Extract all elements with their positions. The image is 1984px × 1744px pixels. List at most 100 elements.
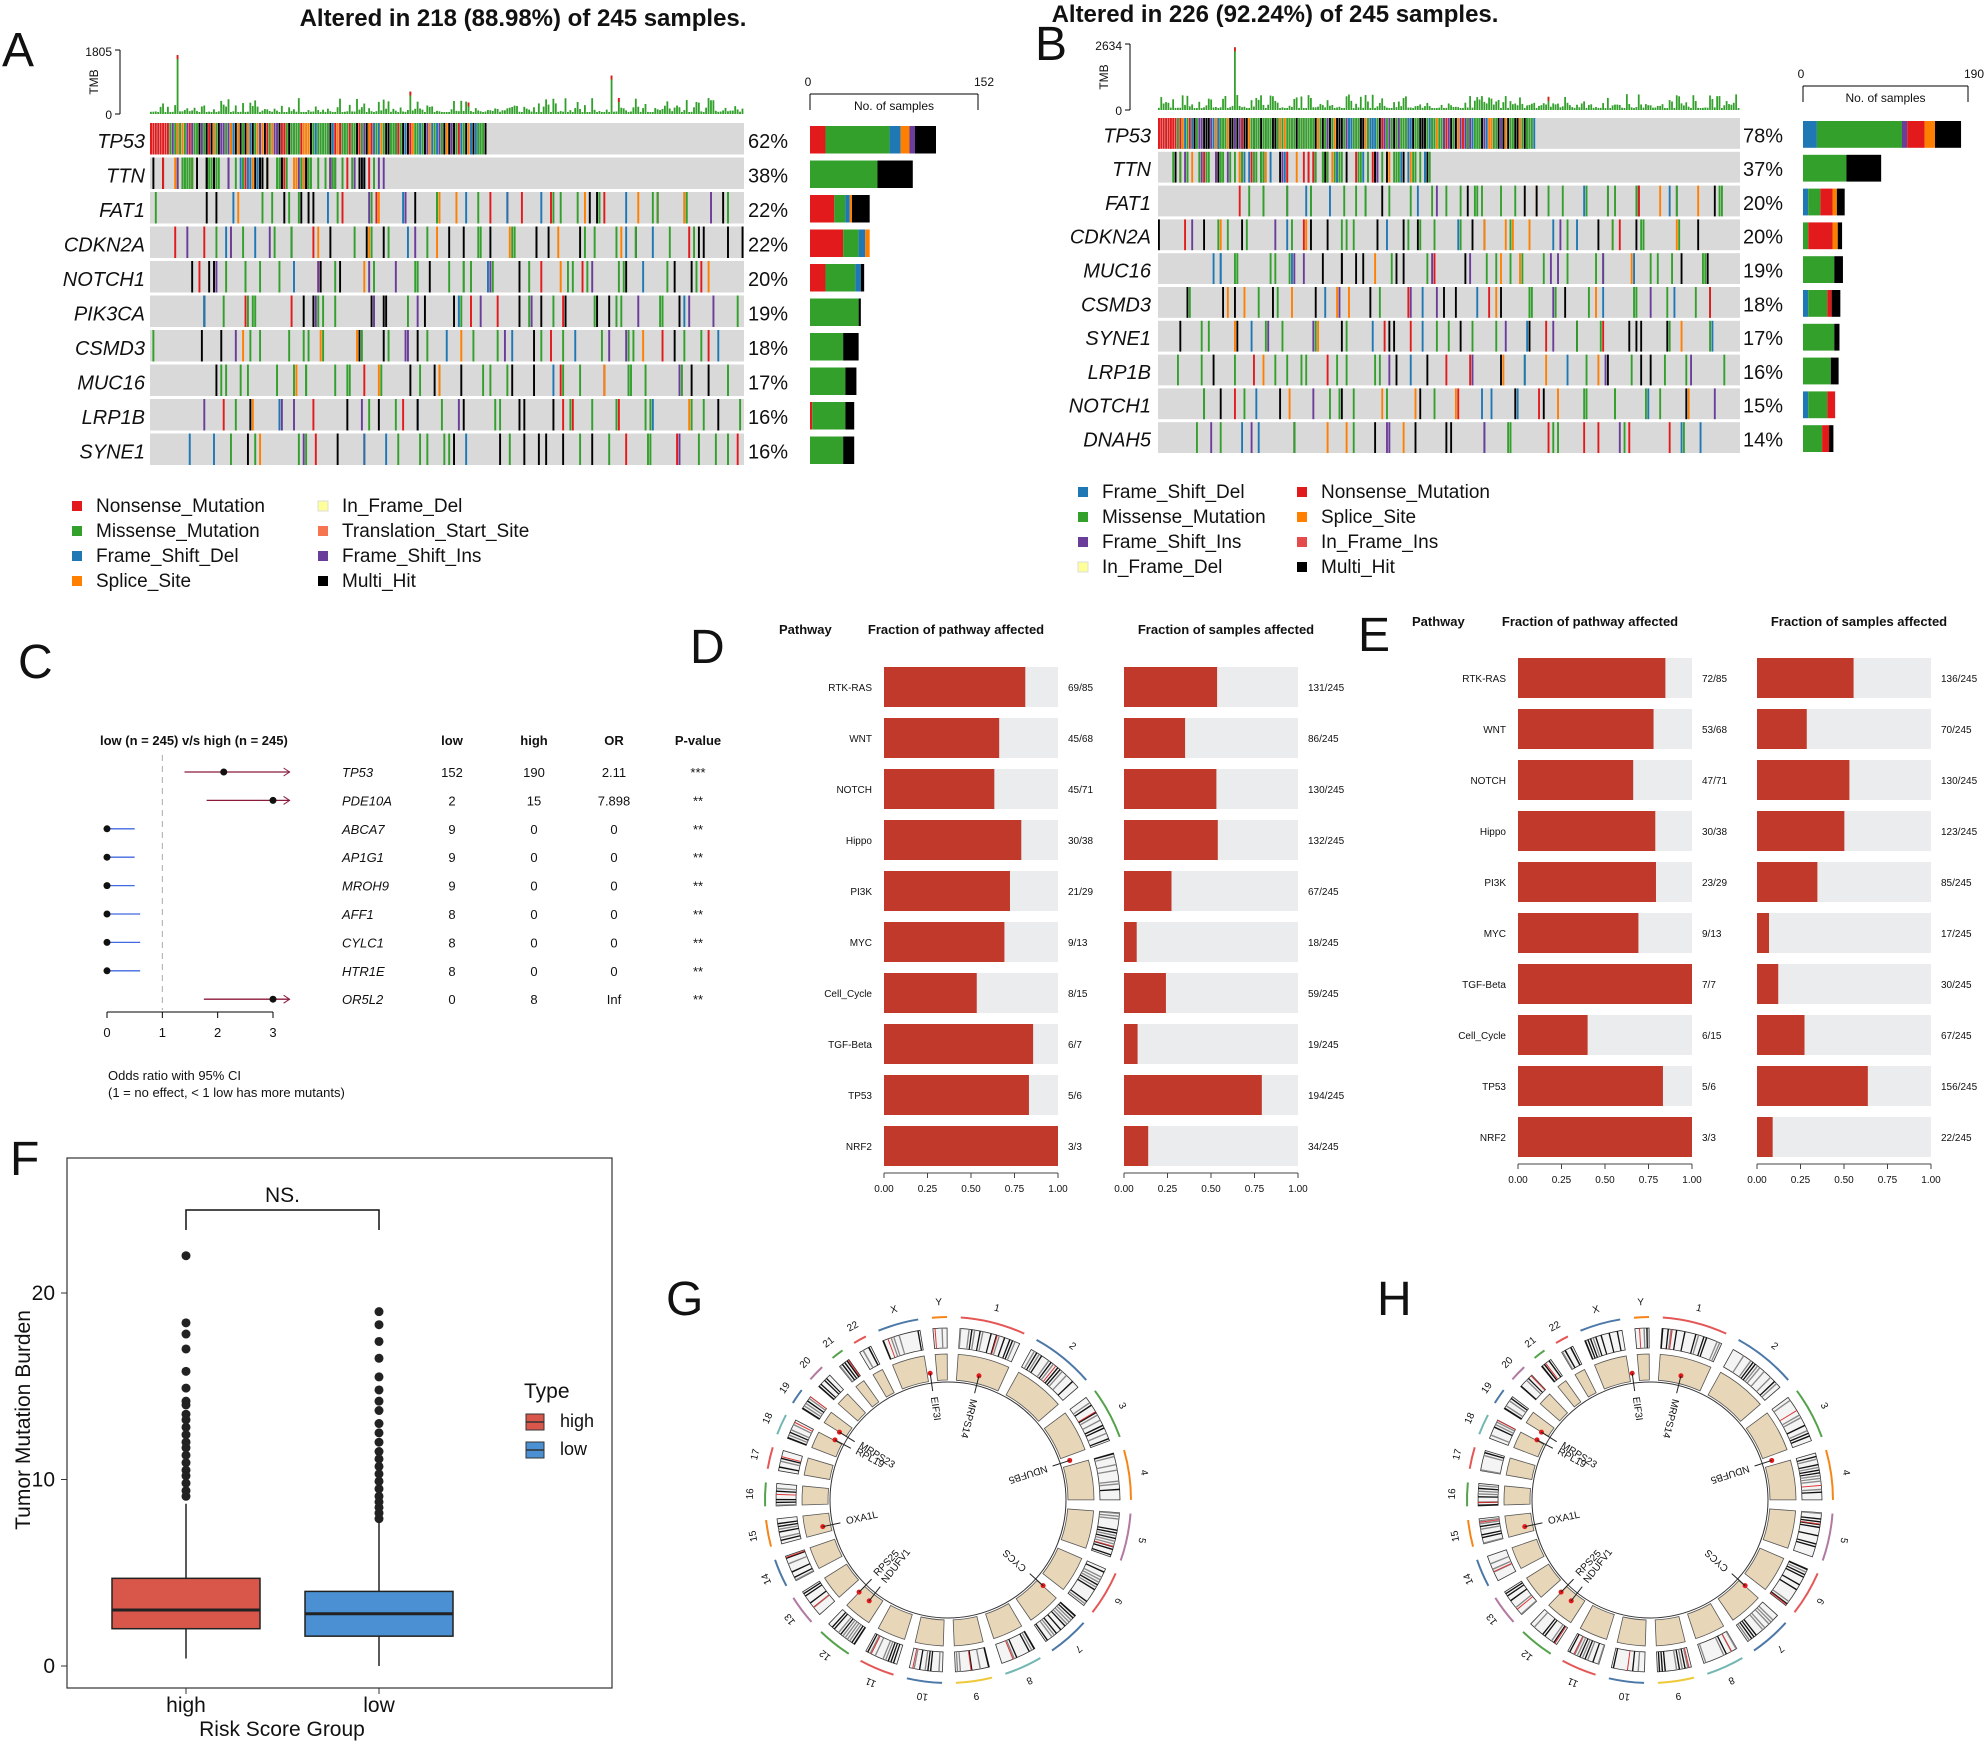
tmb-bar bbox=[586, 111, 589, 114]
tmb-bar bbox=[545, 99, 548, 114]
mutation-cell bbox=[326, 123, 329, 155]
mutation-cell bbox=[1457, 118, 1460, 149]
tmb-bar bbox=[1709, 95, 1711, 110]
mutation-cell bbox=[1207, 151, 1210, 183]
bar-background bbox=[1757, 1117, 1931, 1157]
mutation-cell bbox=[1200, 320, 1203, 352]
mutation-cell bbox=[436, 123, 439, 155]
pathway-fraction-label: 30/38 bbox=[1702, 827, 1727, 838]
mutation-cell bbox=[1471, 320, 1474, 352]
forest-plot-c: low (n = 245) v/s high (n = 245) low high O… bbox=[100, 733, 721, 1100]
tmb-bar-top bbox=[1547, 96, 1550, 101]
estimate-point bbox=[269, 796, 277, 804]
box-body bbox=[111, 1577, 261, 1630]
mutation-cell bbox=[470, 295, 472, 327]
mutation-cell bbox=[1272, 118, 1274, 149]
mutation-cell bbox=[302, 330, 305, 362]
tmb-bar bbox=[285, 111, 288, 114]
mutation-cell bbox=[273, 123, 276, 155]
chromosome-label: 11 bbox=[864, 1675, 878, 1689]
mutation-cell bbox=[1400, 151, 1403, 183]
side-axis-max: 152 bbox=[974, 75, 994, 89]
pathway-fraction-bar bbox=[1518, 1117, 1692, 1157]
sample-fraction-label: 123/245 bbox=[1941, 827, 1978, 838]
centromere bbox=[1684, 1647, 1690, 1668]
chromosome-outline bbox=[853, 1335, 867, 1344]
legend-label: Multi_Hit bbox=[1321, 557, 1396, 578]
mutation-cell bbox=[1191, 219, 1194, 251]
track-segment bbox=[809, 1538, 843, 1570]
ideogram-band bbox=[789, 1431, 809, 1441]
ideogram-band bbox=[1505, 1405, 1524, 1418]
mutation-cell bbox=[377, 364, 380, 396]
side-bar-segment bbox=[810, 160, 878, 188]
tmb-bar bbox=[647, 111, 649, 114]
tmb-bar bbox=[663, 105, 666, 114]
tmb-bar bbox=[251, 106, 254, 114]
tmb-bar bbox=[617, 98, 620, 114]
tmb-bar bbox=[1279, 107, 1281, 110]
ideogram-band bbox=[820, 1383, 837, 1399]
mutation-cell bbox=[474, 123, 477, 155]
mutation-cell bbox=[402, 123, 405, 155]
ideogram-band bbox=[917, 1330, 923, 1351]
mutation-cell bbox=[1212, 253, 1215, 284]
mutation-cell bbox=[499, 399, 502, 431]
mutation-cell bbox=[1464, 118, 1467, 149]
mutation-cell bbox=[1359, 118, 1362, 149]
mutation-cell bbox=[300, 157, 303, 189]
mutation-cell bbox=[1678, 219, 1681, 251]
tmb-bar bbox=[1212, 107, 1215, 110]
tmb-max-label: 2634 bbox=[1095, 39, 1122, 53]
mutation-cell bbox=[1234, 354, 1236, 386]
legend-label: Frame_Shift_Del bbox=[96, 546, 239, 567]
pathway-fraction-bar bbox=[1518, 760, 1634, 800]
gene-connector bbox=[1029, 1573, 1044, 1587]
chromosome-label: 16 bbox=[745, 1488, 756, 1500]
chromosome-outline bbox=[1821, 1513, 1834, 1561]
tmb-bar bbox=[273, 108, 276, 114]
tmb-bar bbox=[164, 111, 167, 114]
tmb-bar bbox=[559, 111, 562, 114]
tmb-bar bbox=[547, 104, 550, 114]
mutation-cell bbox=[448, 123, 451, 155]
mutation-cell bbox=[1393, 320, 1396, 352]
pathway-tick-label: 0.25 bbox=[1158, 1184, 1178, 1195]
mutation-cell bbox=[1485, 118, 1488, 149]
tmb-bar bbox=[317, 110, 320, 114]
mutation-cell bbox=[683, 295, 686, 327]
mutation-cell bbox=[382, 123, 385, 155]
tmb-bar bbox=[1314, 107, 1317, 110]
mutation-cell bbox=[1357, 151, 1360, 183]
mutation-cell bbox=[363, 261, 366, 293]
tmb-label: TMB bbox=[1097, 64, 1111, 89]
chromosome-6: 6 bbox=[1744, 1547, 1826, 1613]
mutation-cell bbox=[1502, 354, 1505, 386]
mutation-cell bbox=[479, 295, 482, 327]
mutation-cell bbox=[1685, 354, 1688, 386]
mutation-cell bbox=[382, 330, 385, 362]
mutation-cell bbox=[196, 123, 198, 155]
tmb-bar bbox=[1659, 105, 1662, 110]
forest-gene: ABCA7 bbox=[341, 822, 385, 837]
mutation-cell bbox=[360, 399, 363, 431]
mutation-cell bbox=[1203, 219, 1206, 251]
mutation-cell bbox=[1329, 388, 1331, 420]
mutation-cell bbox=[406, 295, 409, 327]
mutation-cell bbox=[196, 157, 198, 189]
sample-fraction-label: 156/245 bbox=[1941, 1082, 1978, 1093]
mutation-cell bbox=[1253, 151, 1255, 183]
forest-pvalue: ** bbox=[693, 850, 703, 865]
mutation-cell bbox=[462, 226, 465, 258]
mutation-cell bbox=[261, 192, 264, 224]
mutation-cell bbox=[1459, 118, 1462, 149]
mutation-cell bbox=[254, 157, 257, 189]
mutation-cell bbox=[1338, 287, 1341, 318]
ideogram-band bbox=[780, 1535, 801, 1542]
mutation-cell bbox=[414, 123, 417, 155]
tmb-bar bbox=[1205, 105, 1208, 110]
mutation-cell bbox=[419, 123, 422, 155]
oncoplot-row-cdkn2a: CDKN2A 20% bbox=[1070, 219, 1843, 251]
tmb-bar bbox=[1383, 105, 1386, 110]
mutation-cell bbox=[644, 399, 647, 431]
